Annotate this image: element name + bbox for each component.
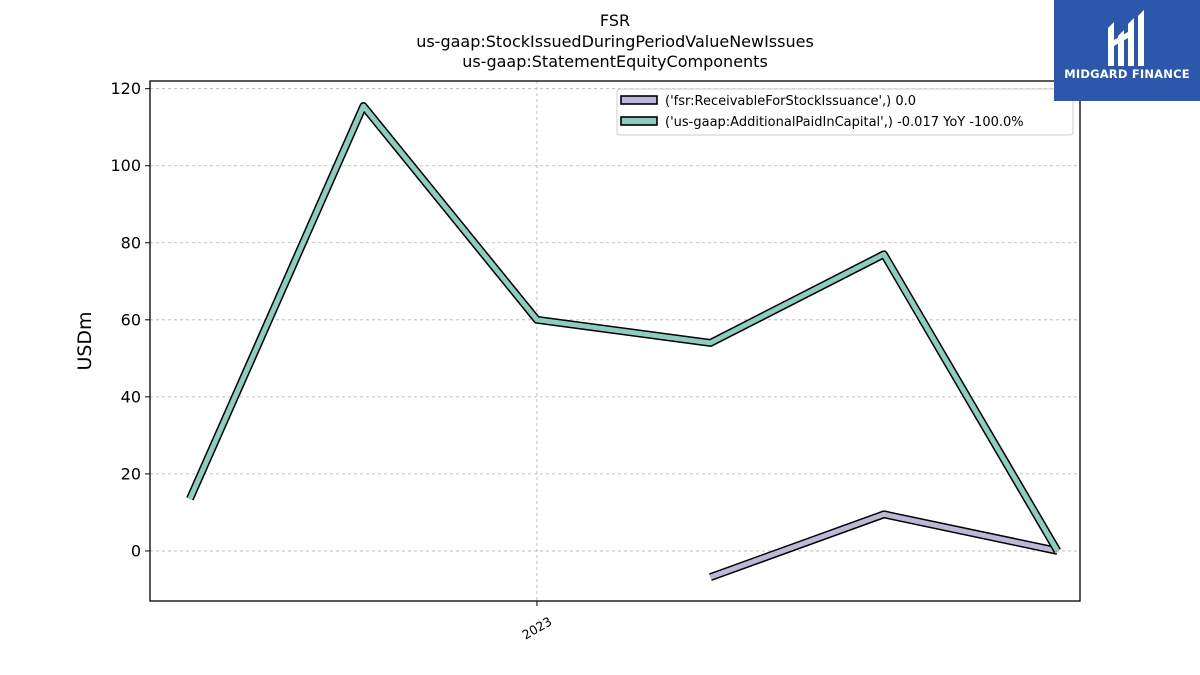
chart-title-line-2: us-gaap:StockIssuedDuringPeriodValueNewI… [416,31,814,51]
series-outline-1 [709,510,1059,581]
legend-swatch-2 [620,116,658,126]
y-axis-label: USDm [74,311,96,370]
legend-label-1: ('fsr:ReceivableForStockIssuance',) 0.0 [665,94,916,109]
y-tick-label: 120 [110,79,141,98]
y-tick-label: 0 [131,541,141,560]
x-tick-label: 2023 [519,614,554,643]
chart-title: FSR us-gaap:StockIssuedDuringPeriodValue… [150,11,1080,73]
y-tick-label: 60 [121,310,141,329]
tick-layer: 0 20 40 60 80 100 120 2023 [110,79,554,642]
grid-layer [150,81,1080,601]
logo-text: MIDGARD FINANCE [1064,67,1190,81]
legend-label-2: ('us-gaap:AdditionalPaidInCapital',) -0.… [665,115,1024,130]
series-layer [186,102,1061,581]
legend: ('fsr:ReceivableForStockIssuance',) 0.0 (… [616,88,1074,136]
series-line-1 [709,511,1058,580]
midgard-finance-logo: MIDGARD FINANCE [1054,0,1200,101]
chart-title-line-3: us-gaap:StatementEquityComponents [462,52,768,71]
legend-swatch-1 [620,95,658,105]
plot-frame [149,80,1081,602]
legend-box [616,88,1074,136]
series-line-2 [187,103,1060,553]
chart-title-line-1: FSR [599,11,631,30]
y-tick-label: 40 [121,387,141,406]
y-tick-label: 80 [121,233,141,252]
midgard-m-logo-icon [1108,10,1144,66]
y-tick-label: 100 [110,156,141,175]
y-tick-label: 20 [121,464,141,483]
